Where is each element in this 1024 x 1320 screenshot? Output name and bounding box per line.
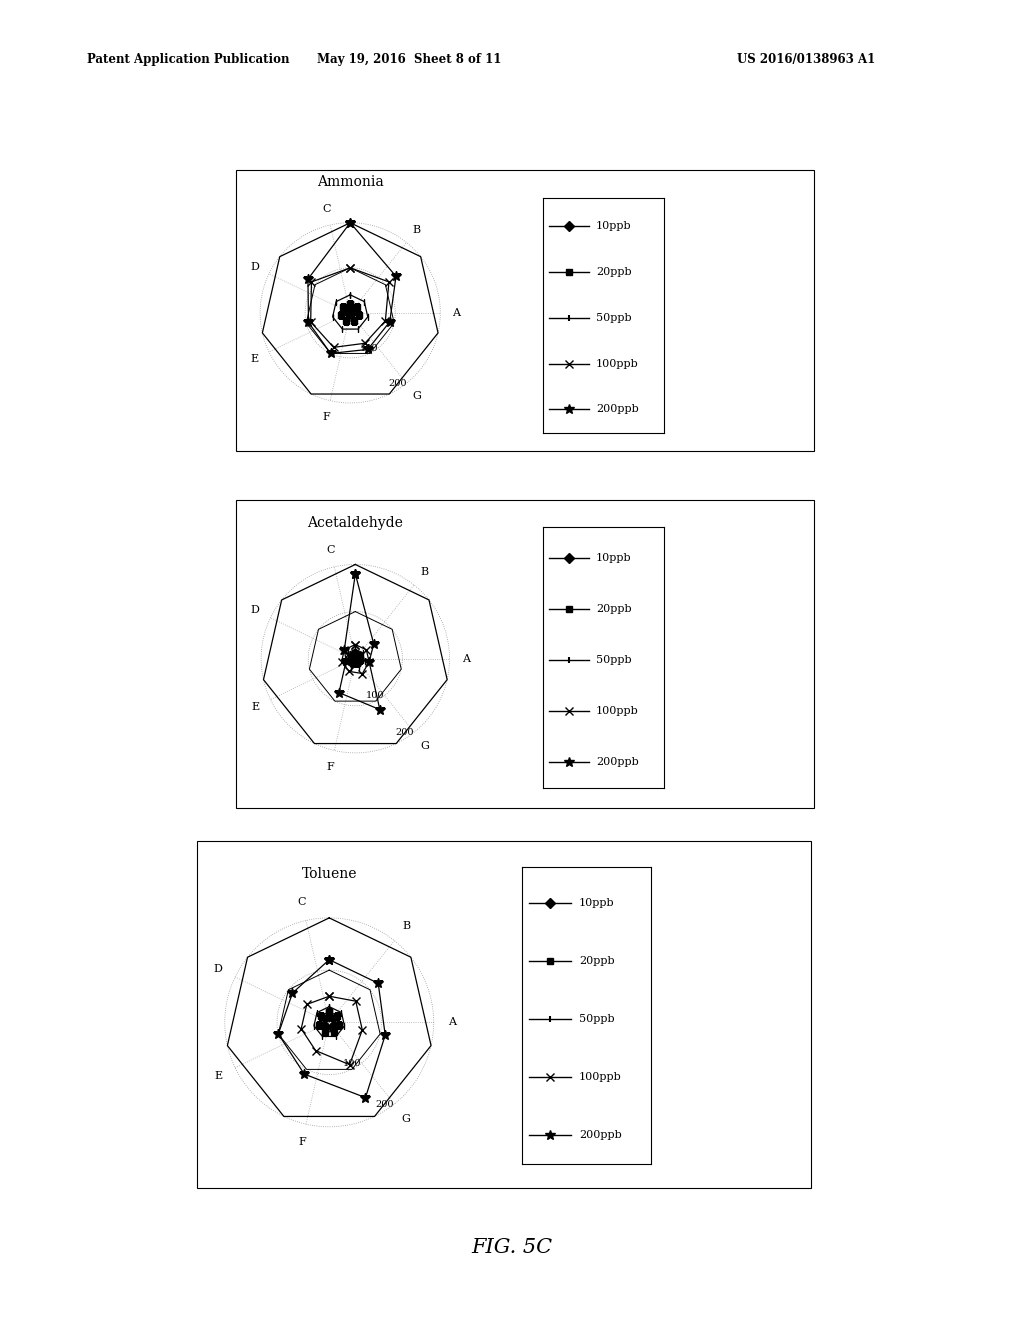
- Text: 10ppb: 10ppb: [596, 222, 632, 231]
- Text: 200: 200: [388, 379, 407, 388]
- Text: D: D: [214, 964, 222, 974]
- Text: May 19, 2016  Sheet 8 of 11: May 19, 2016 Sheet 8 of 11: [317, 53, 502, 66]
- Text: A: A: [449, 1018, 457, 1027]
- Text: C: C: [327, 545, 335, 556]
- Text: F: F: [327, 762, 335, 772]
- Text: 20ppb: 20ppb: [579, 956, 614, 966]
- Text: B: B: [421, 566, 429, 577]
- Text: 100ppb: 100ppb: [596, 359, 639, 368]
- Text: G: G: [420, 741, 429, 751]
- Text: 100: 100: [343, 1059, 361, 1068]
- Text: 100: 100: [367, 690, 385, 700]
- Text: C: C: [298, 898, 306, 907]
- Title: Toluene: Toluene: [301, 867, 357, 880]
- Text: 20ppb: 20ppb: [596, 267, 632, 277]
- Title: Ammonia: Ammonia: [316, 176, 384, 189]
- Text: A: A: [463, 653, 470, 664]
- Text: Patent Application Publication: Patent Application Publication: [87, 53, 290, 66]
- Text: E: E: [250, 354, 258, 364]
- Text: E: E: [214, 1071, 222, 1081]
- Text: FIG. 5C: FIG. 5C: [471, 1238, 553, 1257]
- Text: 200: 200: [376, 1100, 394, 1109]
- Text: C: C: [323, 205, 331, 214]
- Text: US 2016/0138963 A1: US 2016/0138963 A1: [737, 53, 876, 66]
- Text: B: B: [402, 921, 411, 931]
- Text: G: G: [412, 391, 421, 401]
- Text: 10ppb: 10ppb: [579, 898, 614, 908]
- Text: 50ppb: 50ppb: [596, 313, 632, 323]
- Title: Acetaldehyde: Acetaldehyde: [307, 516, 403, 529]
- Text: 100: 100: [359, 343, 378, 352]
- Text: 50ppb: 50ppb: [579, 1014, 614, 1024]
- Text: 200ppb: 200ppb: [579, 1130, 622, 1139]
- Text: 100ppb: 100ppb: [596, 706, 639, 715]
- Text: 10ppb: 10ppb: [596, 553, 632, 564]
- Text: 100ppb: 100ppb: [579, 1072, 622, 1081]
- Text: A: A: [453, 308, 461, 318]
- Text: F: F: [323, 412, 331, 421]
- Text: D: D: [251, 606, 260, 615]
- Text: 200ppb: 200ppb: [596, 756, 639, 767]
- Text: E: E: [251, 702, 259, 711]
- Text: G: G: [401, 1114, 411, 1123]
- Text: 200ppb: 200ppb: [596, 404, 639, 414]
- Text: 50ppb: 50ppb: [596, 655, 632, 665]
- Text: D: D: [250, 261, 259, 272]
- Text: 200: 200: [395, 727, 414, 737]
- Text: F: F: [298, 1138, 306, 1147]
- Text: 20ppb: 20ppb: [596, 605, 632, 614]
- Text: B: B: [413, 224, 421, 235]
